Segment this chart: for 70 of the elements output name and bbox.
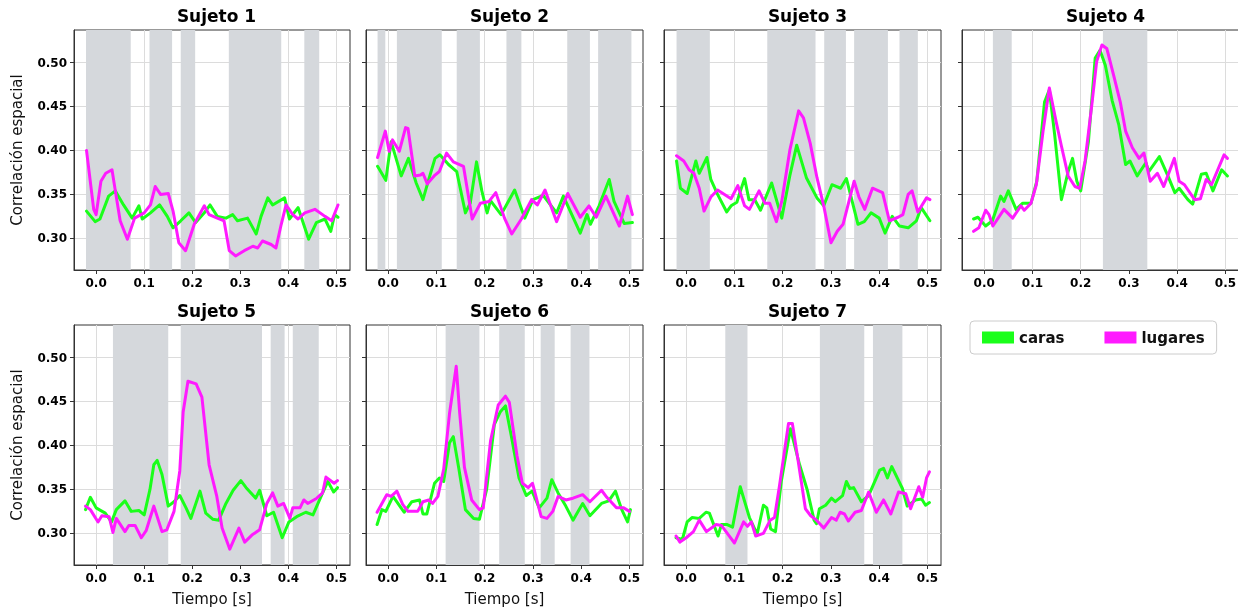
y-tick-label: 0.45 (37, 99, 67, 114)
chart-title: Sujeto 1 (176, 5, 257, 26)
line-series (84, 458, 339, 540)
x-tick-label: 0.2 (474, 276, 496, 290)
y-tick-label: 0.50 (37, 350, 67, 365)
y-tick-label: 0.50 (37, 55, 67, 70)
x-tick-label: 0.2 (772, 276, 794, 290)
x-tick-label: 0.3 (522, 276, 544, 290)
x-axis-title: Tiempo [s] (761, 589, 843, 607)
x-tick-label: 0.3 (229, 276, 251, 290)
chart-title: Sujeto 5 (176, 300, 257, 321)
x-tick-label: 0.0 (675, 276, 697, 290)
chart-title: Sujeto 2 (469, 5, 550, 26)
y-tick-label: 0.45 (37, 394, 67, 409)
x-tick-label: 0.0 (675, 571, 697, 585)
x-tick-label: 0.1 (133, 276, 155, 290)
x-tick-label: 0.1 (425, 571, 448, 585)
x-tick-label: 0.5 (618, 571, 641, 585)
y-axis-title: Correlación espacial (7, 369, 26, 521)
x-tick-label: 0.0 (85, 571, 107, 585)
x-tick-label: 0.4 (868, 571, 890, 585)
x-tick-label: 0.1 (723, 571, 746, 585)
x-tick-label: 0.4 (570, 276, 592, 290)
x-tick-label: 0.3 (820, 571, 842, 585)
chart-title: Sujeto 3 (767, 5, 848, 26)
x-tick-label: 0.5 (916, 571, 939, 585)
x-tick-label: 0.3 (820, 276, 842, 290)
y-tick-label: 0.40 (37, 143, 67, 158)
x-tick-label: 0.2 (474, 571, 496, 585)
x-tick-label: 0.1 (133, 571, 155, 585)
x-tick-label: 0.5 (325, 571, 348, 585)
x-axis-title: Tiempo [s] (463, 589, 545, 607)
x-tick-label: 0.3 (522, 571, 544, 585)
y-axis-title: Correlación espacial (7, 74, 26, 226)
line-series (85, 189, 340, 241)
x-tick-label: 0.4 (1166, 276, 1188, 290)
y-tick-label: 0.40 (37, 438, 67, 453)
x-tick-label: 0.2 (181, 571, 203, 585)
x-tick-label: 0.5 (618, 276, 641, 290)
y-tick-label: 0.30 (37, 231, 67, 246)
x-tick-label: 0.4 (277, 571, 300, 585)
legend-label: caras (1019, 328, 1065, 347)
x-tick-label: 0.2 (1070, 276, 1092, 290)
x-tick-label: 0.0 (973, 276, 995, 290)
line-series (84, 379, 339, 551)
y-tick-label: 0.35 (37, 187, 67, 202)
x-tick-label: 0.1 (1021, 276, 1044, 290)
x-tick-label: 0.0 (377, 276, 399, 290)
x-tick-label: 0.3 (1118, 276, 1140, 290)
x-tick-label: 0.4 (868, 276, 890, 290)
chart-title: Sujeto 6 (469, 300, 550, 321)
chart-title: Sujeto 4 (1065, 5, 1146, 26)
y-tick-label: 0.30 (37, 526, 67, 541)
x-tick-label: 0.4 (277, 276, 300, 290)
x-tick-label: 0.2 (181, 276, 203, 290)
x-tick-label: 0.5 (916, 276, 939, 290)
x-tick-label: 0.4 (570, 571, 592, 585)
x-axis-title: Tiempo [s] (171, 589, 252, 607)
x-tick-label: 0.3 (229, 571, 251, 585)
x-tick-label: 0.0 (377, 571, 399, 585)
x-tick-label: 0.1 (723, 276, 746, 290)
y-tick-label: 0.35 (37, 482, 67, 497)
x-tick-label: 0.0 (85, 276, 107, 290)
x-tick-label: 0.5 (325, 276, 348, 290)
x-tick-label: 0.1 (425, 276, 448, 290)
x-tick-label: 0.5 (1214, 276, 1237, 290)
line-series (85, 148, 340, 258)
x-tick-label: 0.2 (772, 571, 794, 585)
chart-title: Sujeto 7 (767, 300, 848, 321)
legend-label: lugares (1141, 328, 1205, 347)
